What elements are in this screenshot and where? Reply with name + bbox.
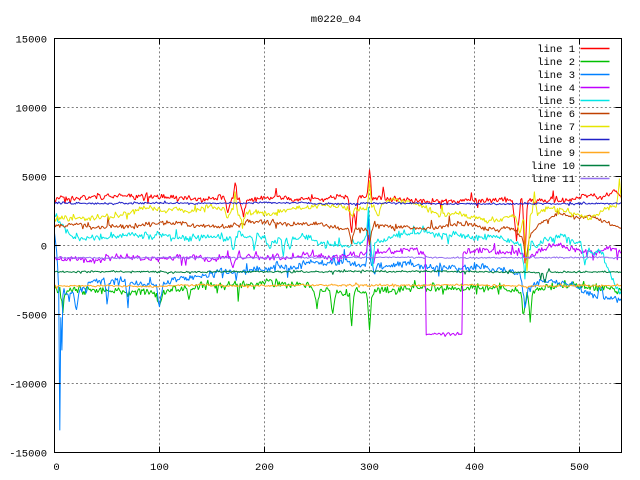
svg-text:line 6: line 6 [537,109,575,121]
svg-text:line 5: line 5 [537,96,575,108]
svg-text:m0220_04: m0220_04 [311,14,361,26]
svg-text:200: 200 [255,462,274,474]
svg-text:10000: 10000 [15,104,47,116]
svg-text:line 8: line 8 [537,135,575,147]
svg-text:-5000: -5000 [15,311,47,323]
svg-text:400: 400 [465,462,484,474]
svg-text:line 1: line 1 [537,44,575,56]
svg-text:line 7: line 7 [537,122,575,134]
svg-text:line 2: line 2 [537,57,575,69]
svg-text:500: 500 [570,462,589,474]
svg-text:-10000: -10000 [9,380,47,392]
svg-text:line 3: line 3 [537,70,575,82]
svg-text:-15000: -15000 [9,449,47,461]
svg-text:line 9: line 9 [537,148,575,160]
svg-text:0: 0 [53,462,59,474]
svg-text:100: 100 [150,462,169,474]
svg-text:5000: 5000 [22,173,47,185]
svg-text:line 11: line 11 [531,174,575,186]
svg-text:line 10: line 10 [531,161,575,173]
svg-text:300: 300 [360,462,379,474]
svg-text:15000: 15000 [15,35,47,47]
svg-text:0: 0 [41,242,47,254]
svg-text:line 4: line 4 [537,83,575,95]
